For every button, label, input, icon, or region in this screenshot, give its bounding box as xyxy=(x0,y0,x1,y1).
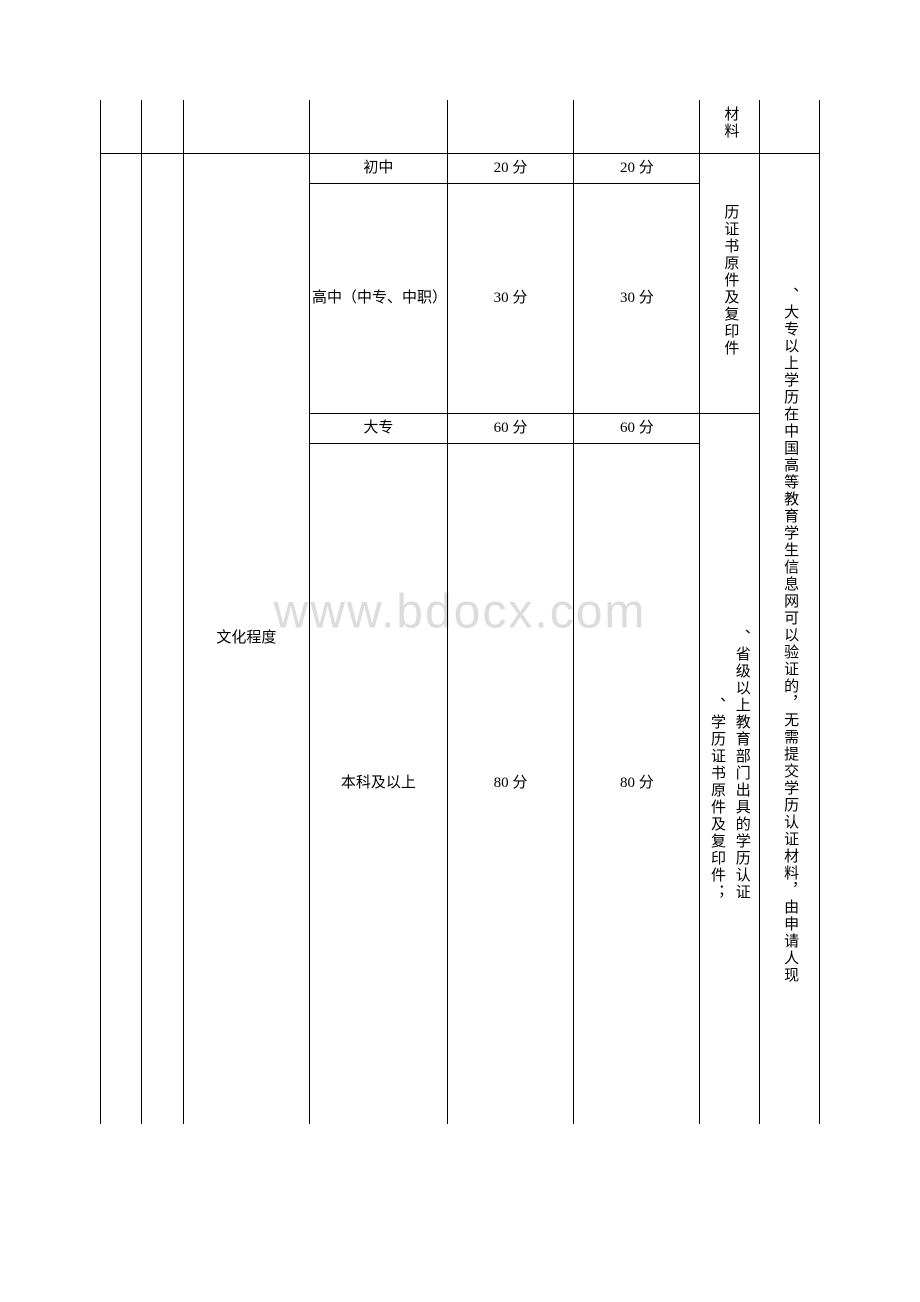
level-cell: 本科及以上 xyxy=(310,444,448,1124)
spacer-cell xyxy=(574,100,700,154)
category-cell: 文化程度 xyxy=(183,154,309,1124)
prev-tail-text: 材料 xyxy=(719,106,740,140)
note-cell-h: 、大专以上学历在中国高等教育学生信息网可以验证的，无需提交学历认证材料，由申请人… xyxy=(760,154,820,1124)
prev-tail-cell: 材料 xyxy=(700,100,760,154)
note-cell-g-lower: 、学历证书原件及复印件； 、省级以上教育部门出具的学历认证 xyxy=(700,414,760,1124)
score-cell: 60 分 xyxy=(447,414,573,444)
group-cell-b xyxy=(142,154,183,1124)
score-cell: 30 分 xyxy=(574,184,700,414)
note-cell-g-upper: 历证书原件及复印件 xyxy=(700,154,760,414)
note-text-1: 、学历证书原件及复印件； xyxy=(706,697,727,901)
note-text-2: 、省级以上教育部门出具的学历认证 xyxy=(731,629,752,901)
score-cell: 80 分 xyxy=(574,444,700,1124)
spacer-cell xyxy=(760,100,820,154)
score-cell: 80 分 xyxy=(447,444,573,1124)
score-cell: 60 分 xyxy=(574,414,700,444)
note-text: 、大专以上学历在中国高等教育学生信息网可以验证的，无需提交学历认证材料，由申请人… xyxy=(779,287,800,984)
spacer-cell xyxy=(183,100,309,154)
spacer-cell xyxy=(310,100,448,154)
spacer-cell xyxy=(101,100,142,154)
spacer-cell xyxy=(142,100,183,154)
level-cell: 初中 xyxy=(310,154,448,184)
score-cell: 30 分 xyxy=(447,184,573,414)
level-cell: 大专 xyxy=(310,414,448,444)
score-cell: 20 分 xyxy=(447,154,573,184)
score-cell: 20 分 xyxy=(574,154,700,184)
note-text: 历证书原件及复印件 xyxy=(719,204,740,357)
spacer-cell xyxy=(447,100,573,154)
level-cell: 高中（中专、中职） xyxy=(310,184,448,414)
score-table: 材料 文化程度 初中 20 分 20 分 历证书原件及复印件 、大专以上学历在中… xyxy=(100,100,820,1124)
group-cell-a xyxy=(101,154,142,1124)
